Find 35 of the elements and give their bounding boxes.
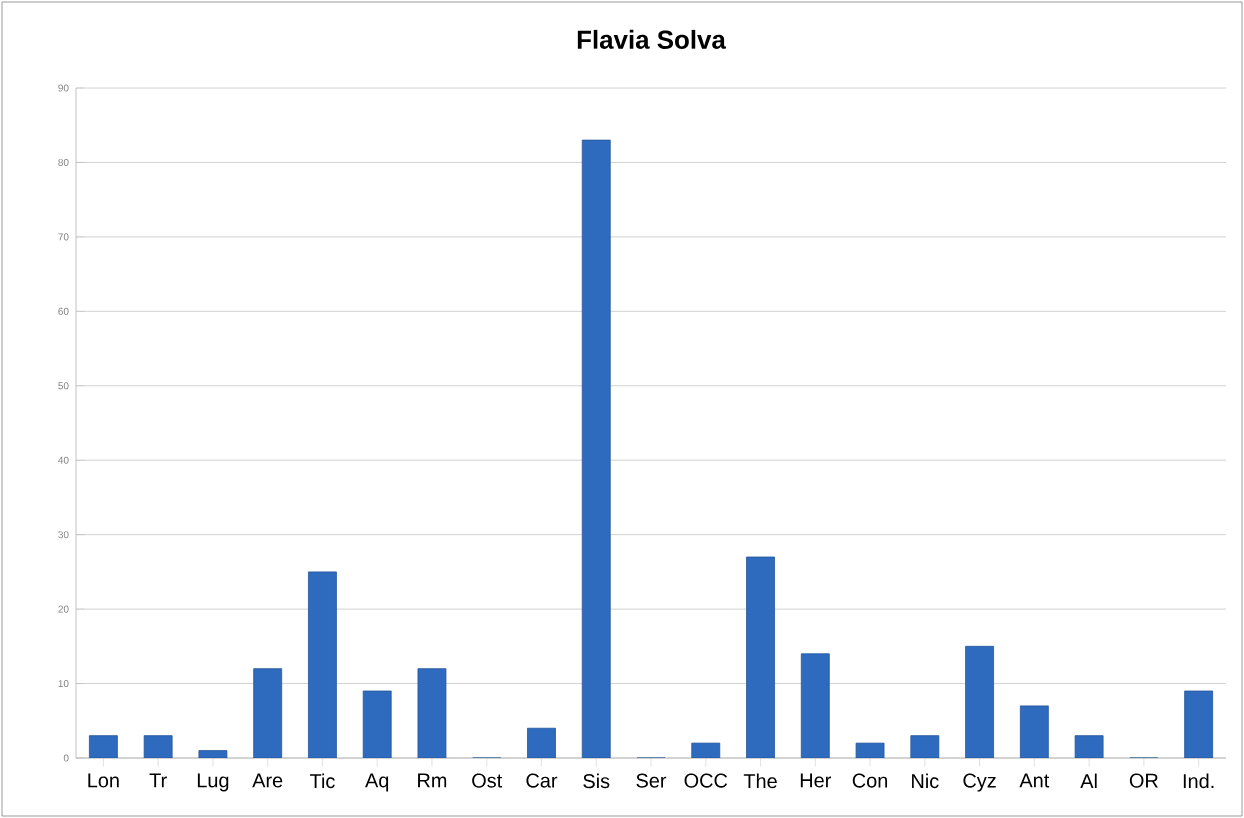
bar: [417, 668, 447, 758]
x-tick-label: Ant: [1019, 773, 1050, 788]
chart-title: Flavia Solva: [577, 29, 727, 49]
bar: [1184, 690, 1214, 758]
x-tick-label: Nic: [912, 773, 939, 789]
x-tick-label: Aq: [365, 773, 389, 792]
bar: [910, 735, 939, 758]
bar: [581, 139, 611, 758]
bar: [308, 571, 337, 758]
x-tick-label: Cyz: [963, 773, 996, 792]
x-tick-label: Con: [852, 773, 888, 788]
x-tick-label: Car: [526, 773, 558, 788]
x-tick-label: Lug: [197, 773, 229, 792]
x-tick-label: Are: [252, 773, 283, 788]
x-tick-label: Ind.: [1183, 773, 1214, 789]
bar: [89, 735, 118, 758]
x-tick-label: The: [743, 773, 777, 789]
x-tick-label: Sis: [583, 773, 610, 789]
bar: [1019, 705, 1049, 758]
bar: [746, 556, 775, 758]
x-tick-label: Ser: [636, 773, 667, 788]
bar: [965, 645, 994, 758]
x-tick-label: Ost: [472, 773, 503, 788]
x-tick-label: Rm: [418, 773, 447, 788]
x-tick-label: Her: [800, 773, 832, 788]
x-tick-label: Tr: [149, 773, 167, 788]
bar: [800, 653, 830, 758]
x-tick-label: Al: [1080, 773, 1097, 788]
bar: [253, 668, 283, 758]
bar: [527, 727, 556, 758]
x-tick-label: OCC: [684, 773, 728, 788]
x-tick-label: OR: [1129, 773, 1158, 788]
x-tick-label: Lon: [88, 773, 119, 788]
bar: [362, 690, 392, 758]
x-tick-label: Tic: [309, 773, 335, 789]
